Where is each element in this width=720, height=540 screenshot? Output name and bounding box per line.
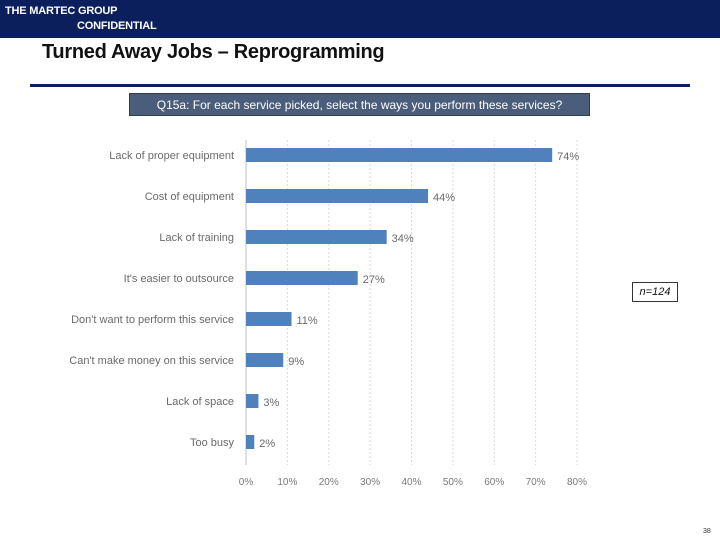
x-tick-label: 40% [401,477,421,488]
category-label: Can't make money on this service [69,355,234,367]
page-title: Turned Away Jobs – Reprogramming [42,41,385,63]
title-divider [30,84,690,87]
x-tick-label: 20% [319,477,339,488]
data-label: 11% [297,315,318,327]
data-label: 34% [392,233,414,245]
data-label: 27% [363,274,385,286]
bar [246,394,259,408]
bar [246,148,553,162]
category-label: Lack of proper equipment [109,150,234,162]
category-label: Don't want to perform this service [71,314,234,326]
data-label: 74% [557,151,579,163]
category-label: Too busy [190,437,235,449]
category-label: Lack of space [166,396,234,408]
bar [246,435,255,449]
category-label: It's easier to outsource [124,273,234,285]
bar [246,189,429,203]
page-number: 38 [703,528,711,535]
data-label: 9% [288,356,304,368]
x-tick-label: 50% [443,477,463,488]
x-tick-label: 70% [526,477,546,488]
bar [246,353,284,367]
x-tick-label: 10% [277,477,297,488]
data-label: 3% [263,397,279,409]
bar [246,230,387,244]
category-label: Cost of equipment [145,191,234,203]
data-label: 44% [433,192,455,204]
bar [246,271,358,285]
x-tick-label: 0% [239,477,254,488]
sample-size-box: n=124 [632,282,678,302]
data-label: 2% [259,438,275,450]
category-label: Lack of training [159,232,234,244]
confidential-label: CONFIDENTIAL [77,20,157,32]
header-bar: THE MARTEC GROUP CONFIDENTIAL [0,0,720,38]
question-banner: Q15a: For each service picked, select th… [129,93,590,116]
x-tick-label: 30% [360,477,380,488]
x-tick-label: 60% [484,477,504,488]
bar [246,312,292,326]
company-name: THE MARTEC GROUP [5,5,118,17]
x-tick-label: 80% [567,477,587,488]
